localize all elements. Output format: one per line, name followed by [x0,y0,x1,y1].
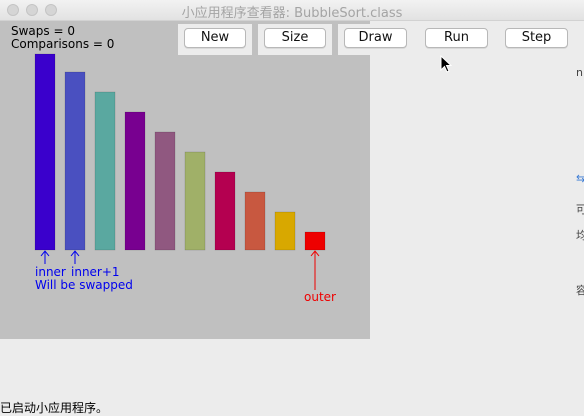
edge-glyph: 可 [576,203,584,216]
edge-glyph: ⇆ [576,172,584,185]
inner-plus-pointer [70,250,80,264]
bar-8 [274,211,296,251]
status-message: 已启动小应用程序。 [0,401,109,415]
close-window-button[interactable] [7,4,19,16]
bar-6 [214,171,236,251]
inner-label: inner [35,265,66,279]
draw-button[interactable]: Draw [344,28,407,48]
bar-7 [244,191,266,251]
bar-2 [94,91,116,251]
zoom-window-button[interactable] [45,4,57,16]
window-title: 小应用程序查看器: BubbleSort.class [181,6,403,21]
comparisons-counter: Comparisons = 0 [11,37,115,51]
outer-pointer [310,250,320,290]
outer-label: outer [304,290,336,304]
size-button[interactable]: Size [264,28,326,48]
bar-4 [154,131,176,251]
inner-pointer [40,250,50,264]
bar-0 [34,53,56,251]
minimize-window-button[interactable] [26,4,38,16]
bar-1 [64,71,86,251]
bar-5 [184,151,206,251]
bar-9 [304,231,326,251]
swap-note: Will be swapped [35,278,133,292]
step-button[interactable]: Step [505,28,568,48]
title-bar: 小应用程序查看器: BubbleSort.class [0,0,584,21]
mouse-cursor-icon [440,55,453,73]
bar-3 [124,111,146,251]
new-button[interactable]: New [184,28,246,48]
edge-glyph: n [576,66,583,79]
edge-glyph: 容 [576,284,584,297]
edge-glyph: 均 [576,229,584,242]
swaps-counter: Swaps = 0 [11,24,75,38]
inner-plus-label: inner+1 [71,265,120,279]
run-button[interactable]: Run [425,28,488,48]
